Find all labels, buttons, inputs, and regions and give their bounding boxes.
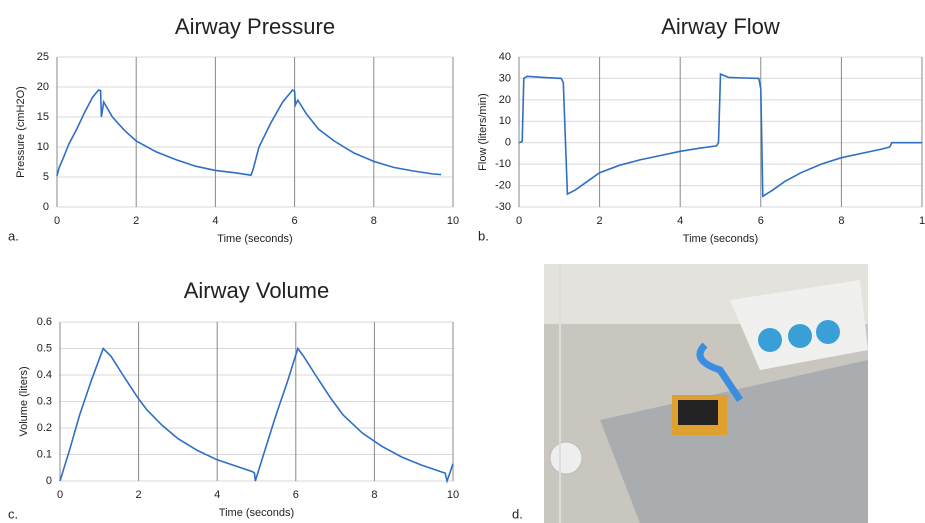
y-tick-label: 20 [499, 94, 511, 106]
photo-canister [549, 441, 583, 475]
y-tick-label: 5 [43, 171, 49, 183]
panel-label: d. [512, 506, 523, 521]
panel-label: a. [8, 228, 19, 243]
x-tick-label: 2 [136, 489, 142, 501]
x-tick-label: 6 [293, 489, 299, 501]
chart-title: Airway Pressure [175, 14, 335, 39]
y-tick-label: -20 [495, 179, 511, 191]
x-tick-label: 10 [447, 489, 459, 501]
y-tick-label: 0 [46, 475, 52, 487]
y-axis-title: Pressure (cmH2O) [15, 86, 27, 178]
chart-title: Airway Volume [184, 278, 330, 303]
y-tick-label: -30 [495, 201, 511, 213]
x-tick-label: 8 [371, 215, 377, 227]
y-tick-label: 0.4 [37, 369, 52, 381]
data-line [59, 346, 454, 484]
y-tick-label: 0.5 [37, 342, 52, 354]
photo-device-screen [678, 400, 718, 425]
y-tick-label: 10 [37, 141, 49, 153]
y-tick-label: 40 [499, 51, 511, 63]
y-tick-label: 25 [37, 51, 49, 63]
y-tick-label: 20 [37, 81, 49, 93]
x-tick-label: 1 [919, 215, 925, 227]
x-tick-label: 0 [516, 215, 522, 227]
x-tick-label: 0 [57, 489, 63, 501]
x-tick-label: 2 [133, 215, 139, 227]
panel-label: c. [8, 506, 18, 521]
x-tick-label: 8 [371, 489, 377, 501]
data-line [518, 72, 922, 198]
y-tick-label: 10 [499, 115, 511, 127]
data-line [56, 88, 442, 177]
y-tick-label: 0.6 [37, 316, 52, 328]
photo-gauge [788, 324, 812, 348]
y-tick-label: 0 [505, 137, 511, 149]
x-tick-label: 8 [838, 215, 844, 227]
x-tick-label: 6 [292, 215, 298, 227]
x-tick-label: 2 [597, 215, 603, 227]
x-tick-label: 10 [447, 215, 459, 227]
panel-label: b. [478, 228, 489, 243]
y-tick-label: 30 [499, 72, 511, 84]
y-tick-label: 0.1 [37, 448, 52, 460]
x-tick-label: 4 [212, 215, 218, 227]
y-axis-title: Flow (liters/min) [477, 93, 489, 171]
y-tick-label: 0 [43, 201, 49, 213]
x-tick-label: 4 [677, 215, 683, 227]
y-axis-title: Volume (liters) [18, 366, 30, 436]
photo-gauge [816, 320, 840, 344]
photo-table [600, 360, 868, 523]
x-axis-title: Time (seconds) [219, 507, 294, 519]
y-tick-label: 15 [37, 111, 49, 123]
chart-title: Airway Flow [661, 14, 780, 39]
y-tick-label: 0.3 [37, 395, 52, 407]
x-axis-title: Time (seconds) [683, 233, 758, 245]
y-tick-label: -10 [495, 158, 511, 170]
x-tick-label: 0 [54, 215, 60, 227]
photo-gauge [758, 328, 782, 352]
x-tick-label: 6 [758, 215, 764, 227]
x-tick-label: 4 [214, 489, 220, 501]
photo-tube [696, 342, 743, 402]
x-axis-title: Time (seconds) [217, 233, 292, 245]
photo [544, 264, 868, 523]
y-tick-label: 0.2 [37, 422, 52, 434]
